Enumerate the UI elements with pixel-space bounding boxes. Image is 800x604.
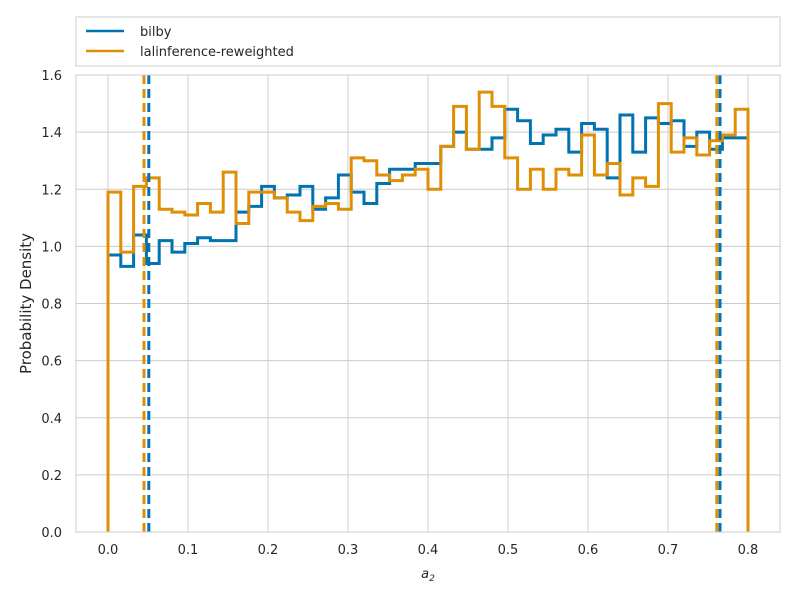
x-tick-label: 0.4 bbox=[418, 543, 439, 558]
y-tick-labels: 0.0 0.2 0.4 0.6 0.8 1.0 1.2 1.4 1.6 bbox=[41, 69, 62, 541]
histogram-bilby bbox=[106, 107, 750, 532]
x-tick-label: 0.7 bbox=[658, 543, 679, 558]
credible-interval-lines bbox=[142, 75, 722, 532]
legend-label: bilby bbox=[140, 25, 172, 40]
y-tick-label: 1.2 bbox=[41, 183, 62, 198]
x-axis-label: a2 bbox=[421, 567, 435, 584]
histogram-lalinference-reweighted bbox=[106, 90, 750, 532]
y-tick-label: 0.8 bbox=[41, 298, 62, 313]
y-tick-label: 1.4 bbox=[41, 126, 62, 141]
legend-box bbox=[75, 16, 781, 67]
legend-label: lalinference-reweighted bbox=[140, 45, 294, 60]
y-tick-label: 1.0 bbox=[41, 240, 62, 255]
x-tick-label: 0.3 bbox=[338, 543, 359, 558]
x-tick-label: 0.1 bbox=[178, 543, 199, 558]
legend: bilby lalinference-reweighted bbox=[75, 16, 781, 67]
grid bbox=[76, 74, 780, 533]
x-tick-label: 0.5 bbox=[498, 543, 519, 558]
x-tick-labels: 0.0 0.1 0.2 0.3 0.4 0.5 0.6 0.7 0.8 bbox=[98, 543, 759, 558]
y-tick-label: 0.2 bbox=[41, 469, 62, 484]
x-tick-label: 0.0 bbox=[98, 543, 119, 558]
y-tick-label: 0.6 bbox=[41, 355, 62, 370]
plot-frame bbox=[75, 74, 781, 533]
x-tick-label: 0.6 bbox=[578, 543, 599, 558]
y-tick-label: 1.6 bbox=[41, 69, 62, 84]
y-tick-label: 0.4 bbox=[41, 412, 62, 427]
histogram-series bbox=[106, 90, 750, 532]
x-tick-label: 0.8 bbox=[738, 543, 759, 558]
y-axis-label: Probability Density bbox=[17, 233, 35, 374]
x-tick-label: 0.2 bbox=[258, 543, 279, 558]
y-tick-label: 0.0 bbox=[41, 526, 62, 541]
